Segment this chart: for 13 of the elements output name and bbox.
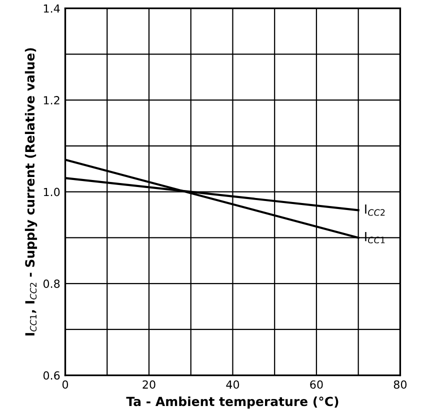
x-tick-label: 0 <box>62 380 68 389</box>
x-tick-label: 80 <box>394 380 407 389</box>
x-tick-label: 20 <box>142 380 156 389</box>
x-tick-label: 40 <box>226 380 240 389</box>
x-tick-label: 60 <box>310 380 323 389</box>
y-tick-label: 1.4 <box>44 4 60 13</box>
y-tick-label: 1.2 <box>44 96 60 104</box>
y-tick-label: 0.8 <box>43 280 60 288</box>
y-tick-label: 0.6 <box>43 371 60 380</box>
series-label: I$_{CC2}$ <box>365 204 385 216</box>
x-axis-title: Ta - Ambient temperature (°C) <box>126 396 338 409</box>
y-tick-label: 1.0 <box>44 188 60 196</box>
y-axis-title: I$_{CC1}$, I$_{CC2}$ - Supply current (Relative value) <box>24 48 38 336</box>
